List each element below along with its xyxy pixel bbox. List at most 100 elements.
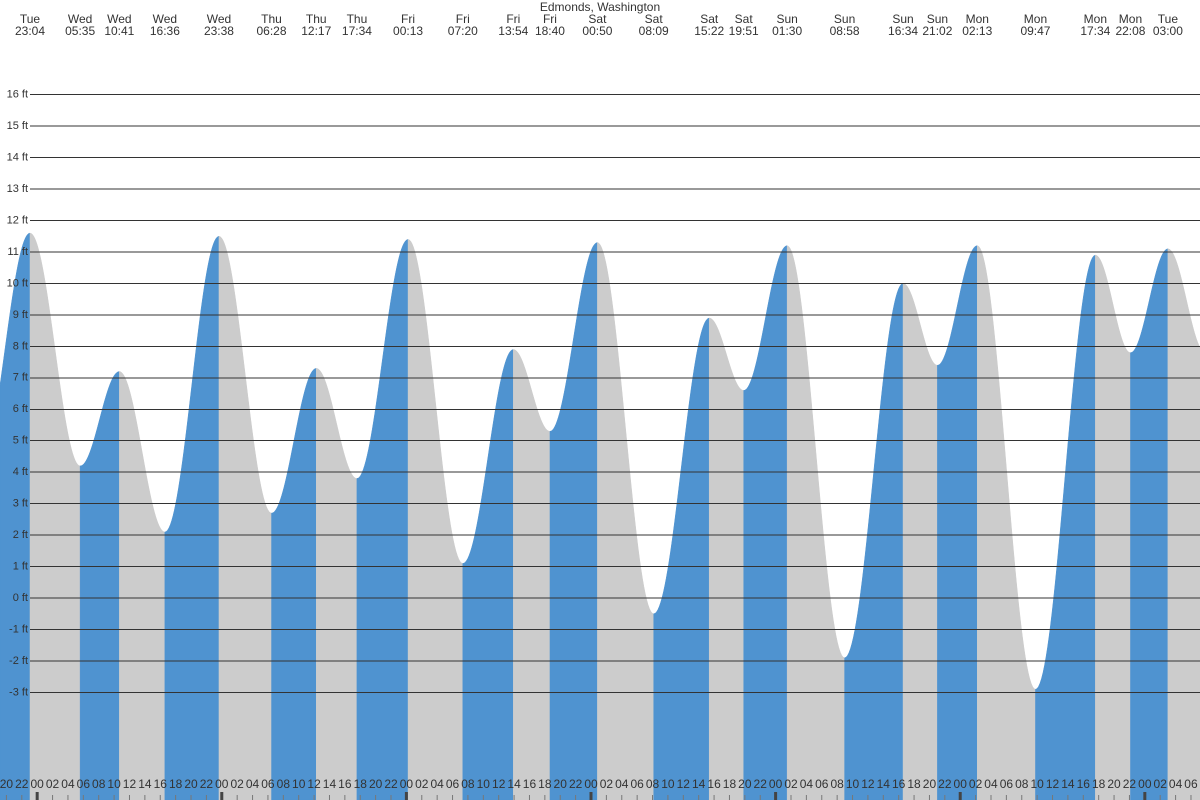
x-tick-label: 04 bbox=[246, 777, 260, 791]
x-tick-label: 20 bbox=[369, 777, 383, 791]
x-tick-label: 12 bbox=[861, 777, 875, 791]
y-tick-label: 4 ft bbox=[13, 466, 28, 478]
x-tick-label: 00 bbox=[215, 777, 229, 791]
y-tick-label: 11 ft bbox=[7, 246, 28, 258]
x-tick-label: 02 bbox=[46, 777, 60, 791]
x-tick-label: 12 bbox=[123, 777, 137, 791]
y-tick-label: 2 ft bbox=[13, 529, 28, 541]
extreme-time: 17:34 bbox=[1080, 24, 1110, 38]
x-tick-label: 06 bbox=[446, 777, 460, 791]
x-tick-label: 18 bbox=[538, 777, 552, 791]
x-tick-label: 16 bbox=[523, 777, 537, 791]
y-tick-label: -2 ft bbox=[9, 655, 28, 667]
x-tick-label: 08 bbox=[1015, 777, 1029, 791]
extreme-time: 05:35 bbox=[65, 24, 95, 38]
extreme-time: 07:20 bbox=[448, 24, 478, 38]
x-tick-label: 14 bbox=[692, 777, 706, 791]
extreme-time: 08:09 bbox=[639, 24, 669, 38]
extreme-time: 00:13 bbox=[393, 24, 423, 38]
tide-area bbox=[1095, 254, 1131, 800]
extreme-day: Wed bbox=[107, 12, 131, 26]
x-tick-label: 02 bbox=[230, 777, 244, 791]
x-tick-label: 14 bbox=[323, 777, 337, 791]
extreme-day: Tue bbox=[20, 12, 41, 26]
extreme-day: Thu bbox=[261, 12, 282, 26]
extreme-day: Sat bbox=[645, 12, 664, 26]
tide-area bbox=[513, 349, 551, 800]
x-tick-label: 12 bbox=[492, 777, 506, 791]
y-tick-label: 14 ft bbox=[7, 152, 28, 164]
extreme-time: 17:34 bbox=[342, 24, 372, 38]
x-tick-label: 06 bbox=[630, 777, 644, 791]
extreme-day: Wed bbox=[68, 12, 92, 26]
x-tick-label: 18 bbox=[354, 777, 368, 791]
grid bbox=[30, 94, 1200, 693]
chart-title: Edmonds, Washington bbox=[540, 0, 660, 14]
x-tick-label: 14 bbox=[507, 777, 521, 791]
tide-area bbox=[1167, 248, 1200, 800]
x-tick-label: 16 bbox=[707, 777, 721, 791]
extreme-day: Fri bbox=[456, 12, 470, 26]
x-tick-label: 14 bbox=[1061, 777, 1075, 791]
x-tick-label: 00 bbox=[30, 777, 44, 791]
x-tick-label: 06 bbox=[815, 777, 829, 791]
y-tick-label: 5 ft bbox=[13, 435, 28, 447]
x-tick-label: 16 bbox=[1077, 777, 1091, 791]
y-tick-label: 3 ft bbox=[13, 498, 28, 510]
tide-area bbox=[0, 232, 31, 800]
y-tick-label: 10 ft bbox=[7, 277, 28, 289]
x-tick-label: 08 bbox=[92, 777, 106, 791]
x-tick-label: 04 bbox=[615, 777, 629, 791]
y-tick-label: 16 ft bbox=[7, 89, 28, 101]
x-tick-label: 04 bbox=[1169, 777, 1183, 791]
y-tick-label: 13 ft bbox=[7, 183, 28, 195]
x-tick-label: 20 bbox=[1107, 777, 1121, 791]
x-tick-label: 06 bbox=[261, 777, 275, 791]
extreme-time: 10:41 bbox=[104, 24, 134, 38]
extreme-day: Mon bbox=[1119, 12, 1142, 26]
extreme-time: 00:50 bbox=[582, 24, 612, 38]
x-tick-label: 06 bbox=[1000, 777, 1014, 791]
tide-area bbox=[462, 349, 514, 800]
y-tick-label: 6 ft bbox=[13, 403, 28, 415]
x-tick-label: 10 bbox=[292, 777, 306, 791]
x-tick-label: 02 bbox=[1154, 777, 1168, 791]
extreme-day: Fri bbox=[543, 12, 557, 26]
extreme-time: 19:51 bbox=[729, 24, 759, 38]
extreme-day: Wed bbox=[153, 12, 177, 26]
tide-area bbox=[29, 232, 81, 800]
x-tick-label: 18 bbox=[1092, 777, 1106, 791]
x-tick-label: 14 bbox=[138, 777, 152, 791]
x-tick-label: 08 bbox=[461, 777, 475, 791]
extreme-time: 02:13 bbox=[962, 24, 992, 38]
extreme-time: 22:08 bbox=[1115, 24, 1145, 38]
extreme-day: Sat bbox=[700, 12, 719, 26]
extreme-day: Sun bbox=[927, 12, 948, 26]
extreme-time: 12:17 bbox=[301, 24, 331, 38]
extreme-time: 16:36 bbox=[150, 24, 180, 38]
tide-area bbox=[407, 239, 464, 800]
x-tick-label: 20 bbox=[554, 777, 568, 791]
x-tick-label: 12 bbox=[677, 777, 691, 791]
x-tick-label: 22 bbox=[754, 777, 768, 791]
extreme-day: Sun bbox=[776, 12, 797, 26]
extreme-day: Sat bbox=[735, 12, 754, 26]
y-tick-label: 0 ft bbox=[13, 592, 28, 604]
tide-area bbox=[356, 239, 409, 800]
x-tick-label: 22 bbox=[569, 777, 583, 791]
x-tick-label: 12 bbox=[1046, 777, 1060, 791]
extreme-day: Mon bbox=[1024, 12, 1047, 26]
y-tick-label: 1 ft bbox=[13, 560, 28, 572]
extreme-time: 06:28 bbox=[257, 24, 287, 38]
x-tick-label: 18 bbox=[169, 777, 183, 791]
x-tick-label: 00 bbox=[769, 777, 783, 791]
x-tick-label: 20 bbox=[923, 777, 937, 791]
x-tick-label: 10 bbox=[477, 777, 491, 791]
x-tick-label: 10 bbox=[107, 777, 121, 791]
extreme-time: 18:40 bbox=[535, 24, 565, 38]
x-tick-label: 04 bbox=[800, 777, 814, 791]
tide-area bbox=[653, 317, 710, 800]
x-tick-label: 12 bbox=[307, 777, 321, 791]
tide-areas bbox=[0, 232, 1200, 800]
y-tick-label: 15 ft bbox=[7, 120, 28, 132]
